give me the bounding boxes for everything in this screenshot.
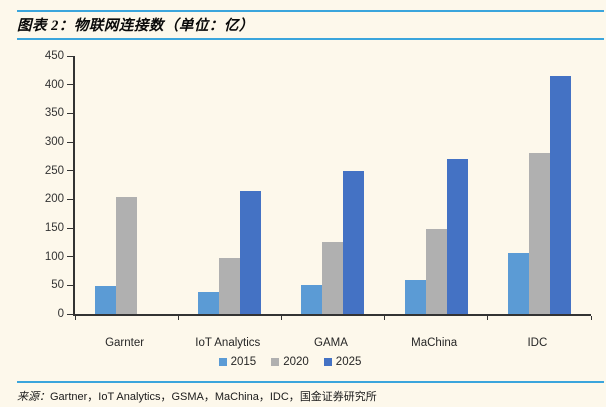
y-tick-mark-450 (67, 55, 73, 57)
y-tick-label-400: 400 (44, 78, 64, 91)
y-tick-label-0: 0 (57, 308, 64, 320)
legend-label-2020: 2020 (283, 356, 309, 368)
y-tick-mark-100 (67, 256, 73, 258)
plot-area (67, 55, 592, 320)
bar-iot-analytics-2025 (240, 191, 262, 314)
y-tick-mark-300 (67, 141, 73, 143)
category-label-iot-analytics: IoT Analytics (195, 337, 261, 349)
bar-idc-2025 (549, 75, 571, 314)
bar-group-gama (281, 56, 384, 314)
bar-garnter-2015 (95, 285, 117, 314)
category-label-garnter: Garnter (105, 337, 145, 349)
legend-label-2025: 2025 (335, 356, 362, 368)
y-tick-label-200: 200 (44, 193, 64, 206)
x-axis-labels: Garnter IoT Analytics GAMA MaChina IDC (73, 337, 589, 349)
bar-gama-2020 (322, 241, 344, 314)
chart-legend: 2015 2020 2025 (0, 356, 580, 368)
y-tick-mark-0 (67, 313, 73, 315)
bar-iot-analytics-2020 (219, 257, 241, 314)
category-label-idc: IDC (527, 337, 548, 349)
bar-group-iot-analytics (178, 56, 281, 314)
chart-title: 图表 2：物联网连接数（单位：亿） (17, 18, 254, 34)
legend-swatch-2015 (218, 358, 227, 366)
legend-swatch-2025 (323, 358, 332, 366)
y-tick-mark-350 (67, 112, 73, 114)
bar-group-idc (488, 56, 591, 314)
y-tick-label-450: 450 (44, 50, 64, 62)
x-tick-mark-5 (590, 316, 592, 320)
legend-item-2020: 2020 (271, 356, 309, 368)
bar-idc-2015 (507, 253, 529, 314)
footer-rule (17, 381, 604, 383)
y-tick-label-50: 50 (51, 279, 64, 292)
source-prefix: 来源： (17, 391, 50, 403)
x-tick-mark-1 (177, 316, 179, 320)
x-tick-mark-0 (74, 316, 76, 320)
legend-item-2025: 2025 (323, 356, 362, 368)
y-tick-mark-50 (67, 284, 73, 286)
y-tick-label-350: 350 (44, 107, 64, 120)
y-tick-label-100: 100 (44, 250, 64, 263)
bar-gama-2015 (301, 284, 323, 314)
source-org: 国金证券研究所 (299, 391, 377, 403)
source-list: Gartner，IoT Analytics，GSMA，MaChina，IDC， (50, 391, 300, 403)
y-tick-mark-400 (67, 84, 73, 86)
category-label-machina: MaChina (411, 337, 458, 349)
legend-item-2015: 2015 (218, 356, 257, 368)
bar-idc-2020 (528, 152, 550, 314)
source-note: 来源：Gartner，IoT Analytics，GSMA，MaChina，ID… (17, 388, 377, 404)
bar-machina-2020 (425, 229, 447, 314)
bar-machina-2025 (446, 158, 468, 314)
y-tick-mark-150 (67, 227, 73, 229)
y-tick-label-150: 150 (44, 222, 64, 234)
x-tick-mark-3 (384, 316, 386, 320)
legend-label-2015: 2015 (230, 356, 257, 368)
x-tick-mark-2 (280, 316, 282, 320)
y-tick-mark-250 (67, 170, 73, 172)
y-tick-label-300: 300 (44, 136, 64, 148)
y-tick-label-250: 250 (44, 164, 64, 177)
x-tick-mark-4 (487, 316, 489, 320)
legend-swatch-2020 (271, 358, 280, 366)
bar-group-machina (385, 56, 488, 314)
y-tick-mark-200 (67, 198, 73, 200)
bar-gama-2025 (343, 170, 365, 314)
bar-machina-2015 (404, 280, 426, 314)
bar-garnter-2020 (116, 197, 138, 314)
category-label-gama: GAMA (314, 337, 348, 349)
title-bottom-rule (17, 38, 604, 40)
bar-group-garnter (75, 56, 178, 314)
bar-iot-analytics-2015 (198, 292, 220, 314)
title-top-rule (17, 10, 604, 12)
